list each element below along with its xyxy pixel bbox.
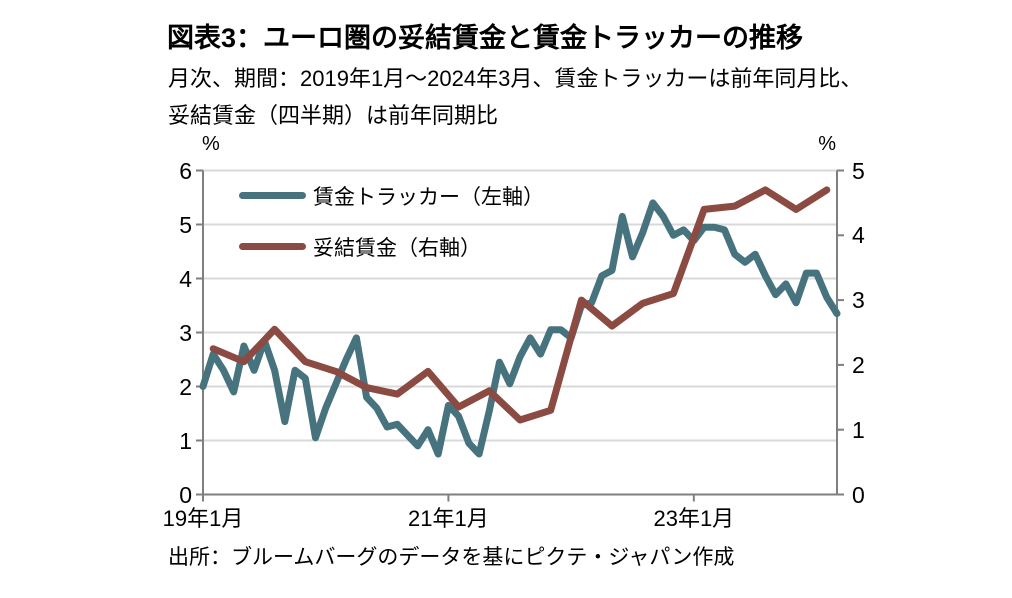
left-axis-tick-label: 6 xyxy=(179,157,192,184)
wage-tracker-legend-label: 賃金トラッカー（左軸） xyxy=(313,185,544,209)
negotiated-wages-legend-line xyxy=(239,243,306,250)
legend-item-negotiated-wages: 妥結賃金（右軸） xyxy=(239,230,544,263)
right-axis-tick-label: 1 xyxy=(852,416,865,443)
right-axis-tick-label: 0 xyxy=(852,481,865,508)
chart-subtitle-line1: 月次、期間：2019年1月～2024年3月、賃金トラッカーは前年同月比、 xyxy=(168,66,863,91)
legend-item-wage-tracker: 賃金トラッカー（左軸） xyxy=(239,179,544,212)
source-note: 出所：ブルームバーグのデータを基にピクテ・ジャパン作成 xyxy=(168,546,735,569)
left-axis-tick-label: 1 xyxy=(179,427,192,454)
x-axis-tick-label: 19年1月 xyxy=(162,506,244,531)
left-axis-tick-label: 5 xyxy=(179,211,192,238)
negotiated-wages-line xyxy=(209,186,831,424)
left-axis-tick-label: 3 xyxy=(179,319,192,346)
wage-tracker-line xyxy=(199,199,841,458)
left-axis-tick-label: 0 xyxy=(179,481,192,508)
right-axis-tick-label: 5 xyxy=(852,157,865,184)
wage-tracker-legend-line xyxy=(239,192,306,199)
negotiated-wages-legend-label: 妥結賃金（右軸） xyxy=(313,236,481,260)
x-axis-tick-label: 21年1月 xyxy=(408,506,489,531)
right-axis-unit-label: % xyxy=(818,133,836,155)
right-axis-tick-label: 4 xyxy=(852,222,865,249)
chart-subtitle-line2: 妥結賃金（四半期）は前年同期比 xyxy=(168,103,499,128)
legend: 賃金トラッカー（左軸） 妥結賃金（右軸） xyxy=(239,179,544,281)
left-axis-unit-label: % xyxy=(202,133,220,155)
right-axis-tick-label: 3 xyxy=(852,287,865,314)
left-axis-tick-label: 4 xyxy=(179,265,192,292)
x-axis-tick-label: 23年1月 xyxy=(653,506,735,531)
left-axis-tick-label: 2 xyxy=(179,373,192,400)
right-axis-tick-label: 2 xyxy=(852,351,865,378)
chart-title: 図表3：ユーロ圏の妥結賃金と賃金トラッカーの推移 xyxy=(167,23,804,53)
